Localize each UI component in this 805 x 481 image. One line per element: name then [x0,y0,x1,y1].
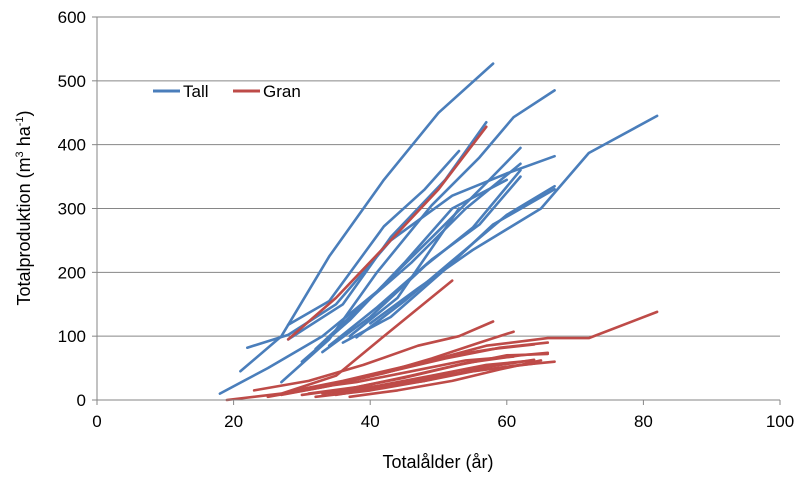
series-tall-line-8 [314,162,522,351]
series-gran-line-9 [307,351,550,395]
y-axis-title-end: ) [14,110,34,116]
y-axis-title-sup1: 3 [14,151,26,157]
gridlines [97,16,780,337]
series-gran-line-3 [252,320,495,392]
series-tall-line-4 [280,89,556,384]
y-axis-title: Totalproduktion (m3 ha-1) [14,110,34,305]
y-tick-label: 200 [58,263,86,282]
x-tick-label: 80 [634,412,653,431]
x-tick-label: 20 [224,412,243,431]
series-gran-line-7 [293,343,536,392]
series-gran-line-13 [327,359,536,394]
series-tall-line-2 [239,62,495,373]
y-tick-label: 300 [58,200,86,219]
series-tall-line-12 [355,184,556,339]
tick-labels: 0 100 200 300 400 500 600 0 20 40 60 80 100 [58,8,795,431]
legend-label-tall: Tall [183,82,209,101]
x-axis-title: Totalålder (år) [382,452,493,472]
series-tall-line-14 [368,114,659,325]
series-tall [218,62,659,395]
series-gran-line-10 [307,355,515,390]
y-axis-title-sup2: -1 [14,116,26,126]
legend-label-gran: Gran [263,82,301,101]
series-tall-line-7 [300,178,509,364]
y-tick-label: 500 [58,72,86,91]
y-tick-label: 100 [58,327,86,346]
y-tick-label: 600 [58,8,86,27]
series-gran-line-1 [286,125,488,341]
x-tick-label: 60 [497,412,516,431]
y-axis-title-mid: ha [14,125,34,151]
legend: Tall Gran [153,82,301,101]
series-tall-line-6 [286,149,461,327]
series-gran-line-15 [348,359,543,399]
series-gran [225,125,659,402]
series-tall-line-13 [348,207,461,338]
x-tick-label: 40 [361,412,380,431]
y-tick-label: 0 [77,391,86,410]
series-layer [218,62,659,402]
y-axis-title-main: Totalproduktion (m [14,157,34,305]
series-gran-line-2 [225,279,454,402]
series-tall-line-10 [327,175,522,348]
x-tick-label: 100 [766,412,794,431]
x-tick-label: 0 [92,412,101,431]
series-gran-line-14 [334,362,536,397]
series-tall-line-1 [218,146,522,395]
y-tick-label: 400 [58,136,86,155]
